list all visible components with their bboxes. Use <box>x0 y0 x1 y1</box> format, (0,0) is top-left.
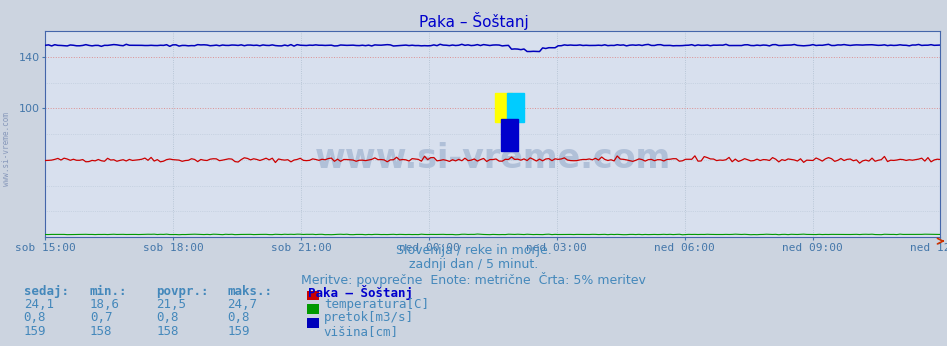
Text: 18,6: 18,6 <box>90 298 120 311</box>
Text: 24,7: 24,7 <box>227 298 258 311</box>
Text: www.si-vreme.com: www.si-vreme.com <box>2 112 11 186</box>
Text: 158: 158 <box>156 325 179 338</box>
Text: 159: 159 <box>227 325 250 338</box>
FancyBboxPatch shape <box>501 119 518 151</box>
Text: 0,8: 0,8 <box>156 311 179 325</box>
Text: povpr.:: povpr.: <box>156 285 208 299</box>
Text: Meritve: povprečne  Enote: metrične  Črta: 5% meritev: Meritve: povprečne Enote: metrične Črta:… <box>301 272 646 286</box>
Text: 0,8: 0,8 <box>227 311 250 325</box>
Text: 159: 159 <box>24 325 46 338</box>
Text: Slovenija / reke in morje.: Slovenija / reke in morje. <box>396 244 551 257</box>
Text: 0,8: 0,8 <box>24 311 46 325</box>
Text: Paka – Šoštanj: Paka – Šoštanj <box>308 285 413 300</box>
Text: 24,1: 24,1 <box>24 298 54 311</box>
Text: temperatura[C]: temperatura[C] <box>324 298 429 311</box>
Text: pretok[m3/s]: pretok[m3/s] <box>324 311 414 325</box>
Text: www.si-vreme.com: www.si-vreme.com <box>314 142 671 175</box>
Text: min.:: min.: <box>90 285 128 299</box>
Text: višina[cm]: višina[cm] <box>324 325 399 338</box>
Text: maks.:: maks.: <box>227 285 273 299</box>
Text: Paka – Šoštanj: Paka – Šoštanj <box>419 12 528 30</box>
FancyBboxPatch shape <box>507 93 525 122</box>
Text: 21,5: 21,5 <box>156 298 187 311</box>
Text: sedaj:: sedaj: <box>24 285 69 299</box>
Text: 0,7: 0,7 <box>90 311 113 325</box>
Text: 158: 158 <box>90 325 113 338</box>
Text: zadnji dan / 5 minut.: zadnji dan / 5 minut. <box>409 258 538 271</box>
FancyBboxPatch shape <box>494 93 512 122</box>
